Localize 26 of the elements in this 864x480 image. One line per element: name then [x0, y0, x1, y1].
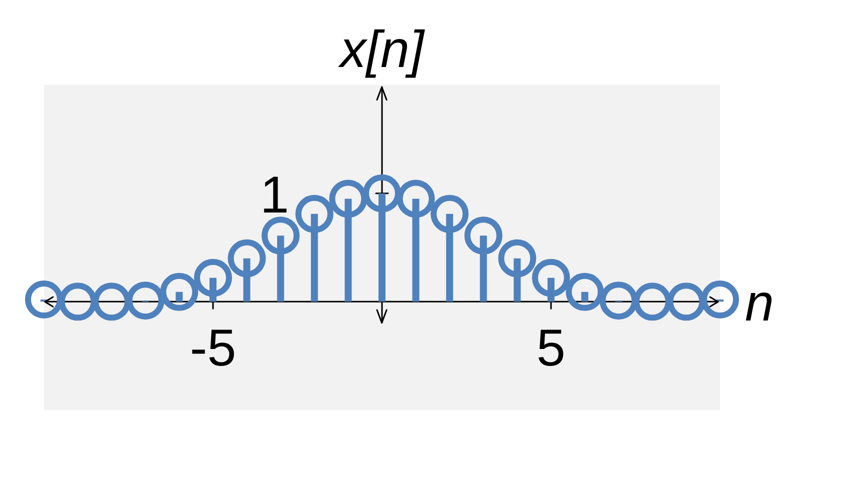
- point: [194, 258, 232, 297]
- point: [262, 216, 300, 255]
- point: [228, 239, 266, 278]
- point: [329, 180, 368, 218]
- point: [295, 194, 334, 233]
- point: [464, 216, 502, 255]
- y-axis-title: x[n]: [337, 21, 426, 79]
- point: [58, 282, 97, 321]
- point: [363, 174, 401, 212]
- point: [430, 194, 469, 233]
- point: [92, 282, 131, 321]
- point: [701, 280, 739, 318]
- point: [25, 280, 63, 318]
- point: [532, 258, 570, 297]
- x-axis-title: n: [745, 274, 774, 333]
- point: [126, 282, 164, 320]
- point: [498, 239, 536, 278]
- x-tick-label: 5: [536, 320, 566, 378]
- point: [600, 282, 638, 320]
- point: [667, 282, 706, 321]
- point: [396, 180, 435, 218]
- point: [633, 282, 672, 321]
- point: [566, 272, 604, 311]
- point: [160, 272, 198, 311]
- annotation: 1: [260, 166, 289, 224]
- x-tick-label: -5: [190, 320, 236, 378]
